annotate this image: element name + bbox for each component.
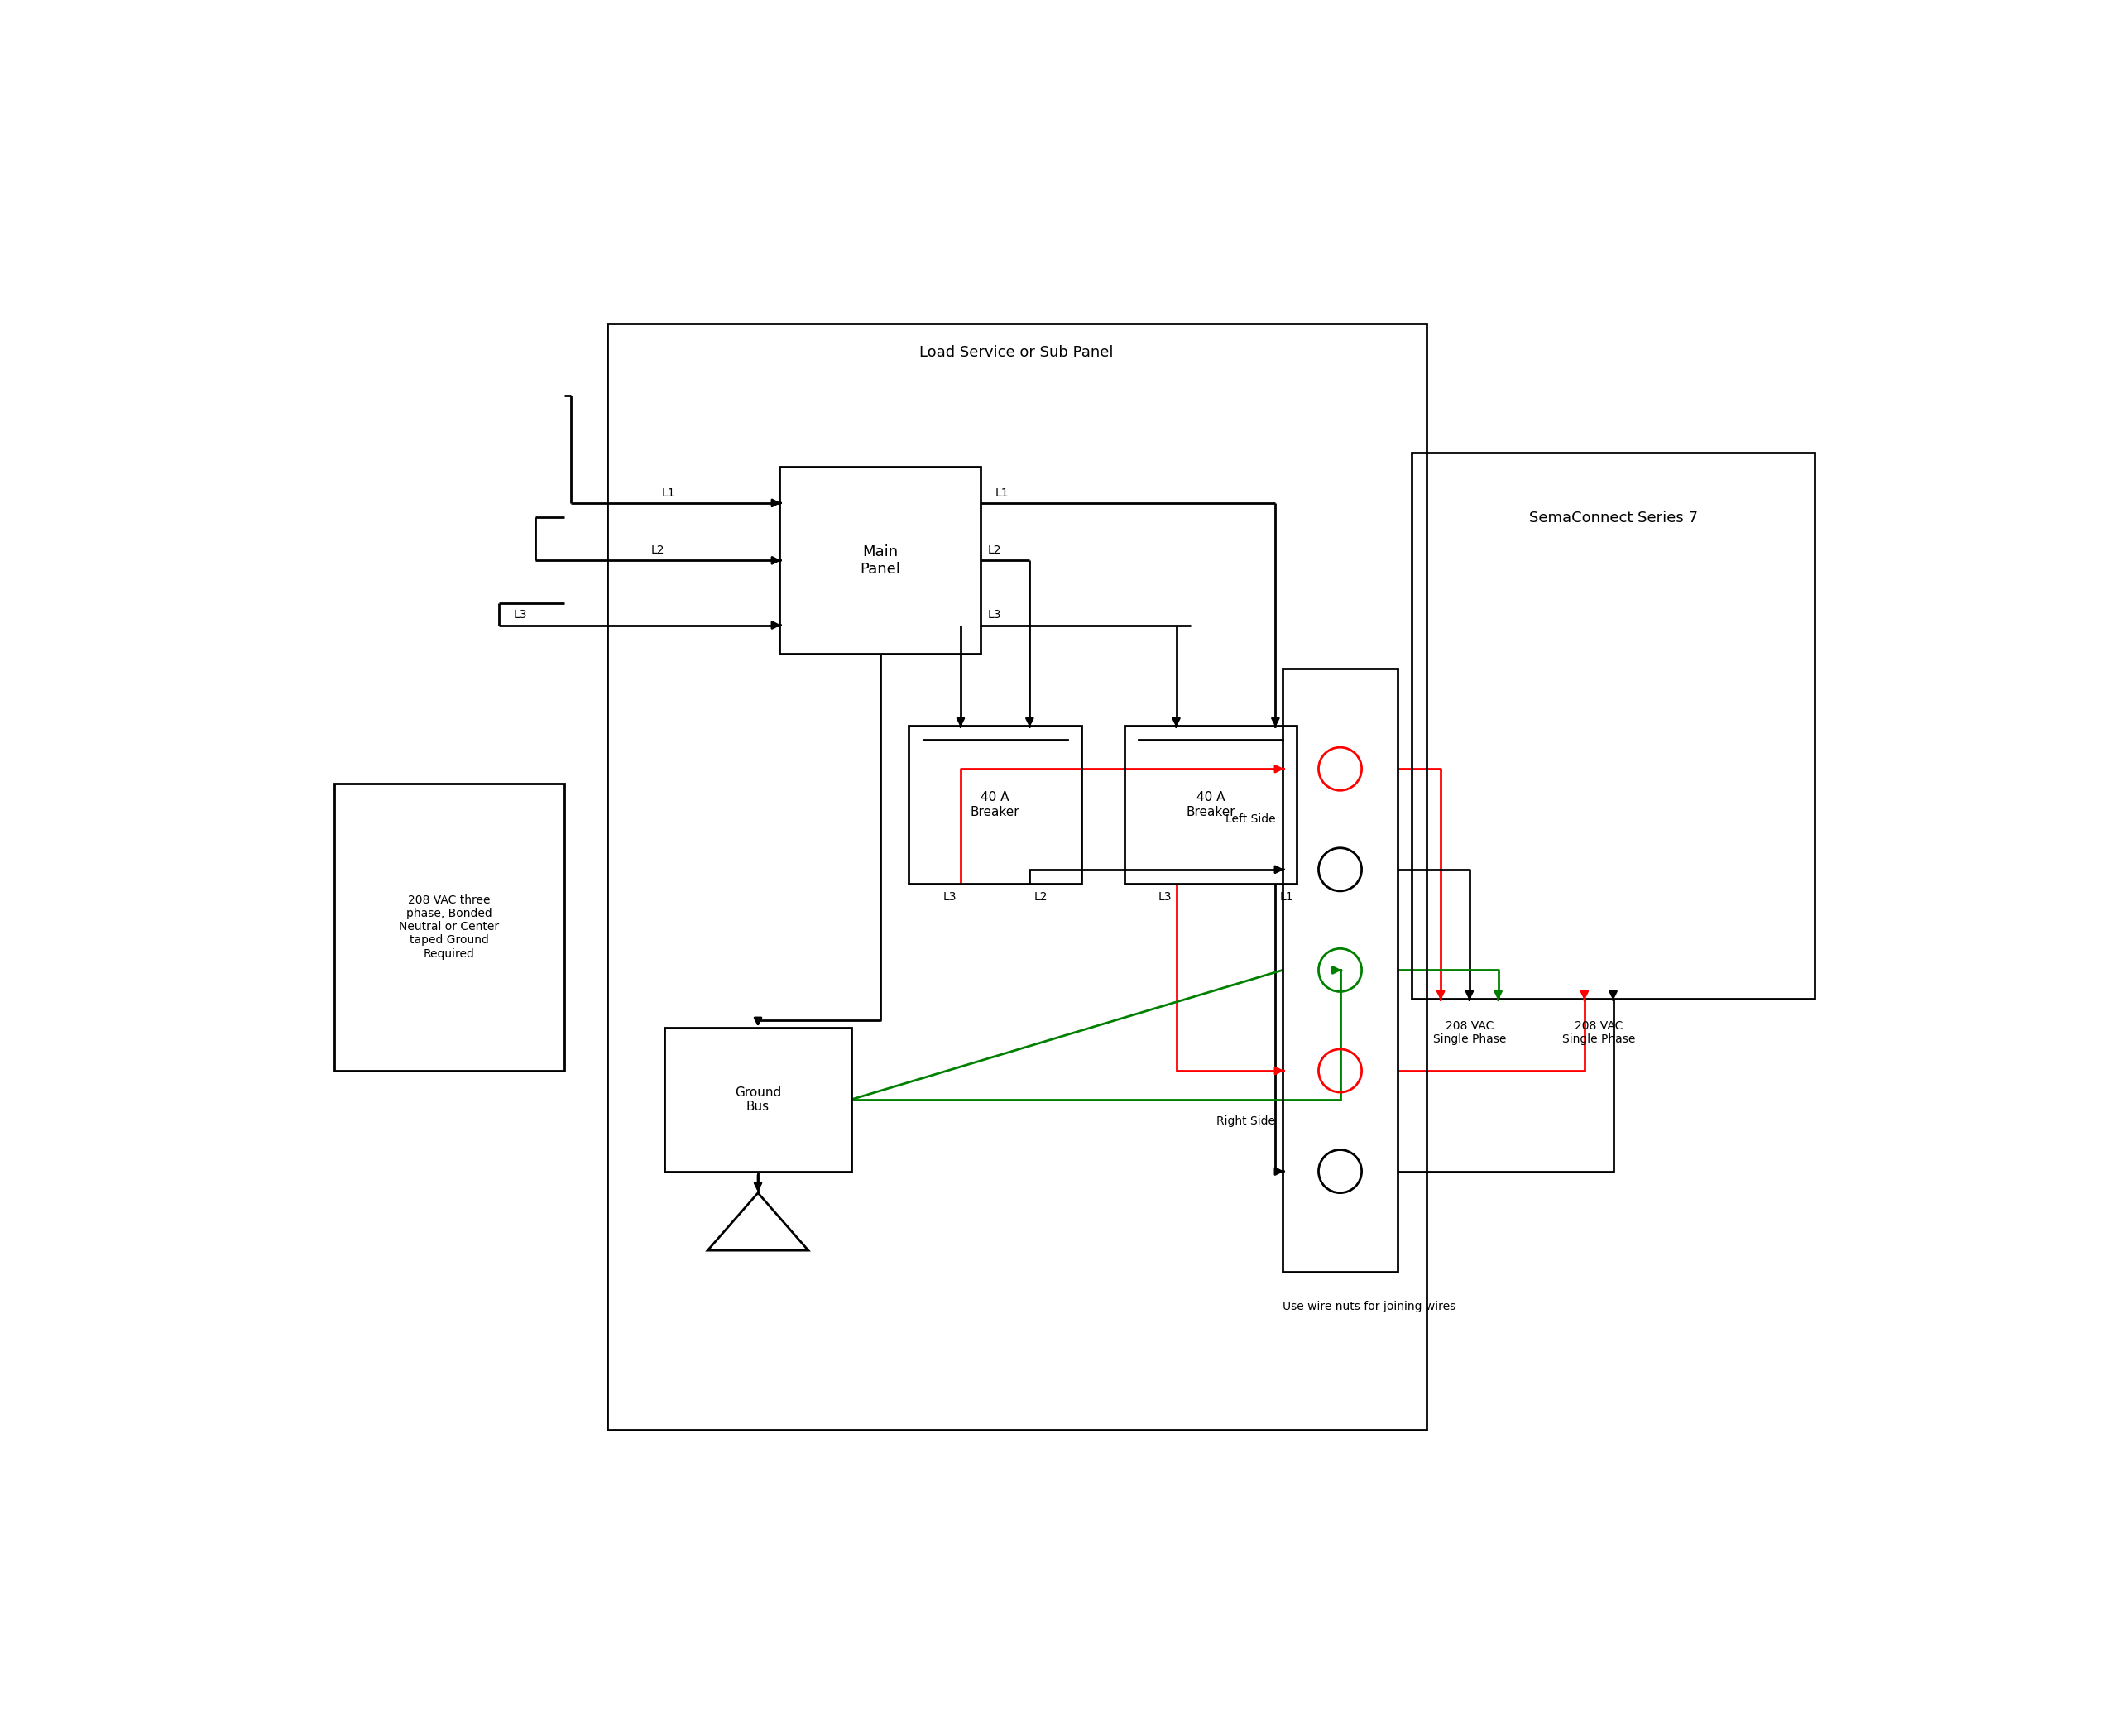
Text: Left Side: Left Side [1226,814,1274,825]
Bar [1412,453,1815,998]
Bar [608,323,1426,1430]
Text: SemaConnect Series 7: SemaConnect Series 7 [1530,510,1699,524]
Text: L3: L3 [1158,891,1171,903]
Bar [333,783,563,1071]
Text: 208 VAC three
phase, Bonded
Neutral or Center
taped Ground
Required: 208 VAC three phase, Bonded Neutral or C… [399,894,500,960]
Bar [1125,726,1298,884]
Text: Use wire nuts for joining wires: Use wire nuts for joining wires [1283,1300,1456,1312]
Text: 208 VAC
Single Phase: 208 VAC Single Phase [1561,1021,1635,1045]
Text: L1: L1 [1281,891,1293,903]
Text: L2: L2 [987,545,1002,556]
Text: Load Service or Sub Panel: Load Service or Sub Panel [920,345,1114,359]
Text: L3: L3 [987,609,1002,621]
Text: 208 VAC
Single Phase: 208 VAC Single Phase [1433,1021,1507,1045]
Text: L3: L3 [513,609,528,621]
Bar [1283,668,1397,1272]
Bar [779,467,981,654]
Text: L3: L3 [943,891,956,903]
Text: L1: L1 [660,488,675,498]
Bar [665,1028,852,1172]
Text: L2: L2 [1034,891,1047,903]
Text: Main
Panel: Main Panel [861,545,901,576]
Bar [909,726,1080,884]
Text: Right Side: Right Side [1217,1115,1274,1127]
Text: Ground
Bus: Ground Bus [734,1087,781,1113]
Text: 40 A
Breaker: 40 A Breaker [971,792,1019,818]
Text: L1: L1 [996,488,1009,498]
Text: 40 A
Breaker: 40 A Breaker [1186,792,1234,818]
Text: L2: L2 [650,545,665,556]
